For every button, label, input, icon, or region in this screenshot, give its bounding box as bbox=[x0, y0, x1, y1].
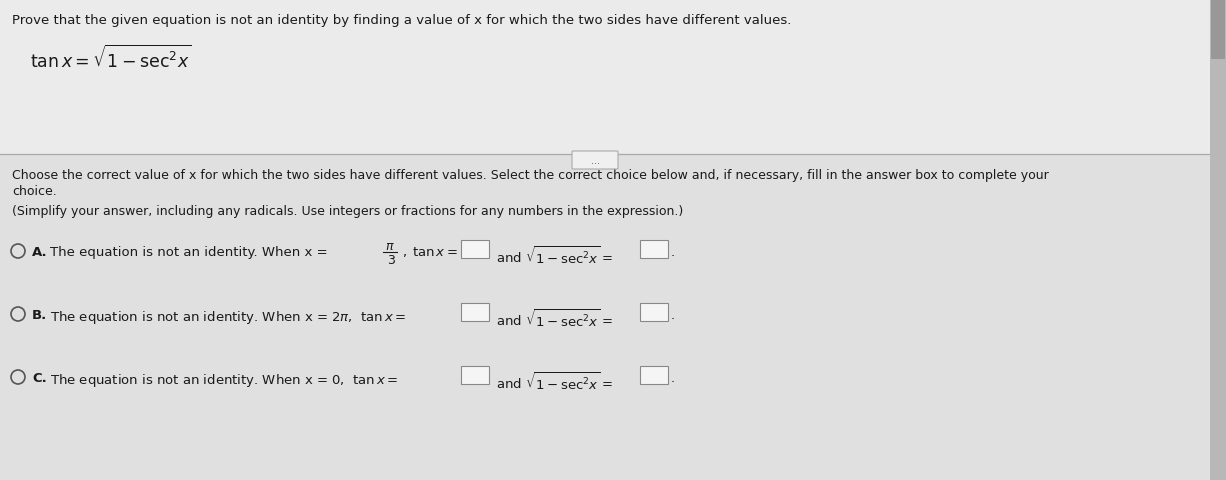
Text: 3: 3 bbox=[387, 253, 395, 266]
Text: .: . bbox=[671, 245, 676, 258]
Text: ,: , bbox=[402, 245, 406, 258]
Text: The equation is not an identity. When x = 0,  $\mathrm{tan}\,x =$: The equation is not an identity. When x … bbox=[50, 371, 398, 388]
Text: $\pi$: $\pi$ bbox=[385, 240, 395, 252]
Text: A.: A. bbox=[32, 245, 48, 258]
FancyBboxPatch shape bbox=[573, 152, 618, 169]
Text: ...: ... bbox=[591, 156, 600, 166]
Bar bbox=[461, 366, 489, 384]
Text: .: . bbox=[671, 371, 676, 384]
Text: $\mathrm{tan}\,x = \sqrt{1-\mathrm{sec}^2x}$: $\mathrm{tan}\,x = \sqrt{1-\mathrm{sec}^… bbox=[29, 45, 191, 72]
Bar bbox=[1210, 0, 1226, 480]
Bar bbox=[1211, 0, 1225, 60]
Text: choice.: choice. bbox=[12, 185, 56, 198]
Bar bbox=[0, 155, 1226, 480]
Text: $\mathrm{tan}\,x =$: $\mathrm{tan}\,x =$ bbox=[412, 245, 459, 258]
Text: The equation is not an identity. When x =: The equation is not an identity. When x … bbox=[50, 245, 327, 258]
Bar bbox=[640, 366, 668, 384]
Text: B.: B. bbox=[32, 308, 48, 321]
Text: and $\sqrt{1-\mathrm{sec}^2x} =$: and $\sqrt{1-\mathrm{sec}^2x} =$ bbox=[492, 371, 613, 393]
Text: and $\sqrt{1-\mathrm{sec}^2x} =$: and $\sqrt{1-\mathrm{sec}^2x} =$ bbox=[492, 308, 613, 330]
Text: C.: C. bbox=[32, 371, 47, 384]
Text: and $\sqrt{1-\mathrm{sec}^2x} =$: and $\sqrt{1-\mathrm{sec}^2x} =$ bbox=[492, 245, 613, 267]
Text: The equation is not an identity. When x = 2$\pi$,  $\mathrm{tan}\,x =$: The equation is not an identity. When x … bbox=[50, 308, 407, 325]
Text: (Simplify your answer, including any radicals. Use integers or fractions for any: (Simplify your answer, including any rad… bbox=[12, 204, 683, 217]
Text: Prove that the given equation is not an identity by finding a value of x for whi: Prove that the given equation is not an … bbox=[12, 14, 791, 27]
Bar bbox=[640, 303, 668, 321]
Bar bbox=[461, 303, 489, 321]
Text: .: . bbox=[671, 308, 676, 321]
Text: Choose the correct value of x for which the two sides have different values. Sel: Choose the correct value of x for which … bbox=[12, 168, 1048, 181]
Bar bbox=[640, 240, 668, 258]
Bar bbox=[461, 240, 489, 258]
Bar bbox=[0, 0, 1226, 155]
